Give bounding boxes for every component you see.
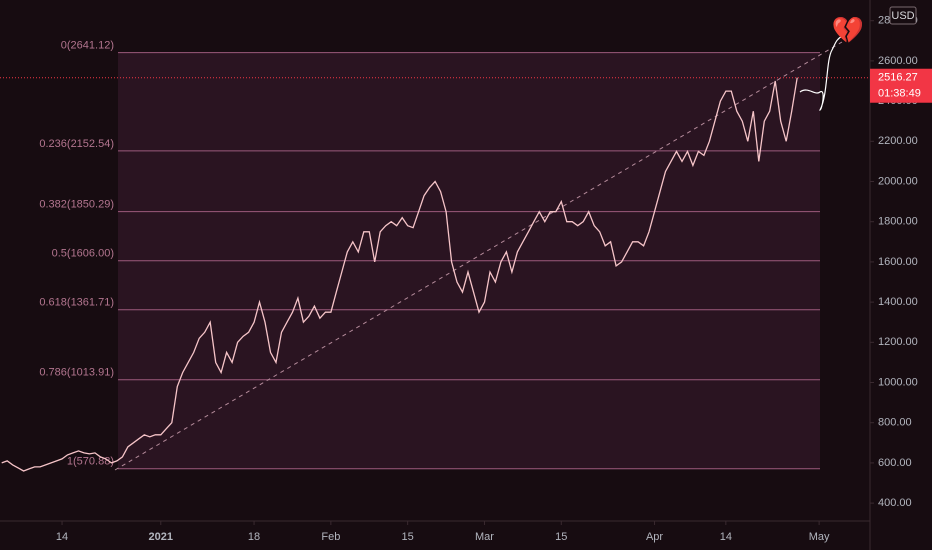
countdown: 01:38:49 bbox=[878, 88, 921, 100]
x-tick-label: 14 bbox=[720, 531, 732, 543]
annotation: 💔 bbox=[832, 15, 865, 45]
y-tick-label: 1400.00 bbox=[878, 296, 918, 308]
y-tick-label: 1800.00 bbox=[878, 216, 918, 228]
y-tick-label: 1200.00 bbox=[878, 336, 918, 348]
y-tick-label: 2000.00 bbox=[878, 175, 918, 187]
fib-label: 1(570.88) bbox=[67, 456, 114, 468]
price-badge bbox=[870, 68, 932, 103]
fib-label: 0.786(1013.91) bbox=[39, 367, 114, 379]
plot bbox=[0, 77, 870, 472]
y-tick-label: 2600.00 bbox=[878, 55, 918, 67]
fib-label: 0.236(2152.54) bbox=[39, 138, 114, 150]
x-tick-label: 18 bbox=[248, 531, 260, 543]
x-tick-label: Feb bbox=[321, 531, 340, 543]
projection-curve bbox=[799, 35, 843, 111]
x-tick-label: Apr bbox=[646, 531, 663, 543]
fib-label: 0(2641.12) bbox=[61, 40, 114, 52]
currency: USD bbox=[891, 10, 914, 22]
fib-label: 0.382(1850.29) bbox=[39, 199, 114, 211]
x-tick-label: 2021 bbox=[149, 531, 173, 543]
fib-label: 0.618(1361.71) bbox=[39, 297, 114, 309]
grid: 0(2641.12) 0.236(2152.54) 0.382(1850.29) 0.… bbox=[39, 40, 820, 470]
y-tick-label: 2200.00 bbox=[878, 135, 918, 147]
x-tick-label: May bbox=[809, 531, 830, 543]
x-tick-label: 15 bbox=[555, 531, 567, 543]
y-tick-label: 800.00 bbox=[878, 417, 912, 429]
x-tick-label: 15 bbox=[402, 531, 414, 543]
currency-badge bbox=[889, 6, 917, 25]
y-tick-label: 600.00 bbox=[878, 457, 912, 469]
price-line bbox=[1, 77, 798, 472]
axes: 400.00 600.00 800.00 1000.00 1200.00 1400.00 1… bbox=[56, 15, 932, 543]
last-price: 2516.27 bbox=[878, 72, 918, 84]
y-tick-label: 1000.00 bbox=[878, 376, 918, 388]
y-tick-label: 400.00 bbox=[878, 497, 912, 509]
fib-label: 0.5(1606.00) bbox=[52, 248, 114, 260]
x-tick-label: 14 bbox=[56, 531, 68, 543]
x-tick-label: Mar bbox=[475, 531, 494, 543]
y-tick-label: 1600.00 bbox=[878, 256, 918, 268]
